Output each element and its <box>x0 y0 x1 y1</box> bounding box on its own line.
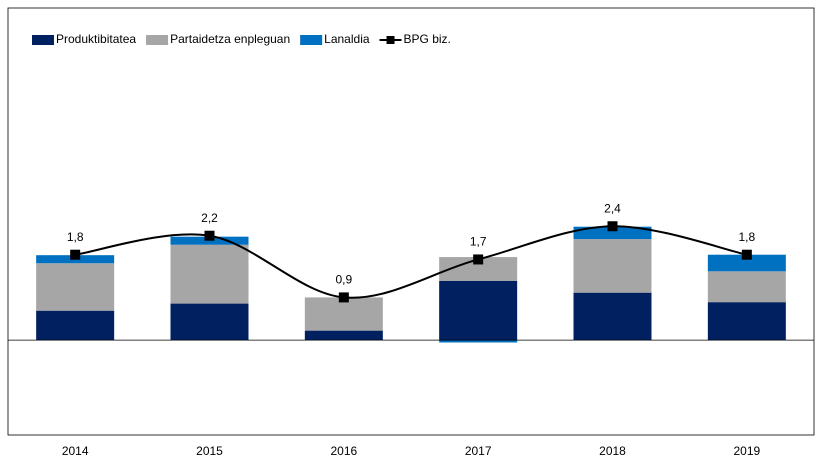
x-tick-label: 2016 <box>330 444 357 458</box>
bar-segment <box>573 239 652 293</box>
bar-segment <box>170 303 249 341</box>
data-label: 1,8 <box>738 230 755 244</box>
x-tick-label: 2019 <box>733 444 760 458</box>
line-marker <box>607 221 618 232</box>
x-tick-label: 2017 <box>465 444 492 458</box>
bar-segment <box>304 297 383 331</box>
bar-segment <box>707 302 786 341</box>
legend-swatch <box>32 35 54 45</box>
x-tick-label: 2018 <box>599 444 626 458</box>
legend-swatch <box>146 35 169 45</box>
line-marker <box>70 249 81 260</box>
data-label: 0,9 <box>335 273 352 287</box>
line-marker <box>473 254 484 265</box>
legend-swatch <box>300 35 323 45</box>
bar-segment <box>170 244 249 304</box>
bar-segment <box>304 330 383 341</box>
bar-segment <box>573 292 652 341</box>
x-tick-label: 2015 <box>196 444 223 458</box>
bar-segment <box>36 263 115 311</box>
bar-segment <box>573 226 652 240</box>
legend-label: Partaidetza enpleguan <box>170 32 290 46</box>
bar-segment <box>439 280 518 341</box>
legend-label: Produktibitatea <box>56 32 136 46</box>
plot-frame <box>7 7 815 436</box>
bar-segment <box>439 257 518 281</box>
line-marker <box>741 249 752 260</box>
line-series <box>75 225 748 299</box>
data-label: 2,4 <box>604 201 621 215</box>
legend-marker <box>386 36 395 44</box>
legend-label: Lanaldia <box>324 32 370 46</box>
x-tick-label: 2014 <box>62 444 89 458</box>
bar-segment <box>707 271 786 303</box>
data-label: 2,2 <box>201 211 218 225</box>
line-marker <box>338 292 349 303</box>
line-marker <box>204 230 215 241</box>
bar-segment <box>439 340 518 343</box>
data-label: 1,8 <box>67 230 84 244</box>
data-label: 1,7 <box>470 235 487 249</box>
bar-segment <box>36 310 115 341</box>
bar-segment <box>707 254 786 272</box>
legend-label: BPG biz. <box>404 32 451 46</box>
